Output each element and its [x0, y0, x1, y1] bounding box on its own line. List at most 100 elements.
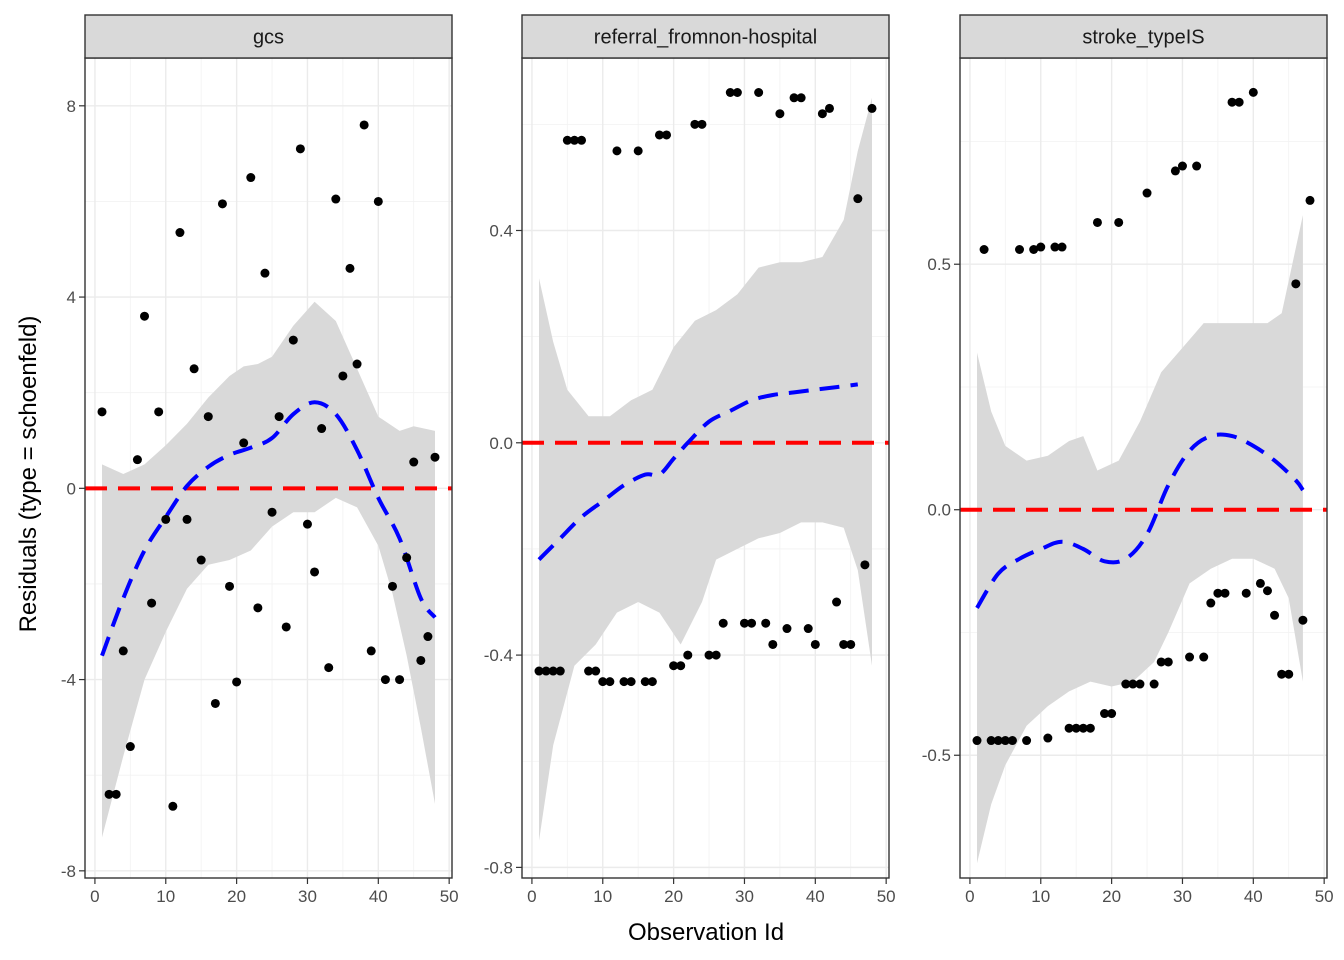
residual-point: [203, 412, 213, 422]
residual-point: [548, 666, 558, 676]
residual-point: [711, 650, 721, 660]
residual-point: [111, 789, 121, 799]
residual-point: [534, 666, 544, 676]
residual-point: [345, 263, 355, 273]
residual-point: [1050, 242, 1060, 252]
residual-point: [1199, 652, 1209, 662]
residual-point: [246, 173, 256, 183]
residual-point: [1100, 709, 1110, 719]
residual-point: [359, 120, 369, 130]
facet-strip: [959, 14, 1328, 59]
residual-point: [423, 632, 433, 642]
x-tick-label: 50: [877, 887, 896, 906]
x-tick-label: 50: [1315, 887, 1334, 906]
residual-point: [210, 698, 220, 708]
residual-point: [1156, 657, 1166, 667]
residual-point: [232, 677, 242, 687]
residual-point: [1298, 615, 1308, 625]
residual-point: [732, 87, 742, 97]
residual-point: [640, 677, 650, 687]
residual-point: [796, 93, 806, 103]
residual-point: [584, 666, 594, 676]
residual-point: [430, 452, 440, 462]
y-tick-label: -0.8: [484, 858, 513, 877]
residual-point: [175, 228, 185, 238]
x-tick-label: 10: [1031, 887, 1050, 906]
residual-point: [775, 109, 785, 119]
residual-point: [725, 87, 735, 97]
residual-point: [1015, 244, 1025, 254]
residual-point: [310, 567, 320, 577]
residual-point: [541, 666, 551, 676]
residual-point: [824, 103, 834, 113]
y-tick-label: 0.5: [927, 255, 951, 274]
residual-point: [1262, 586, 1272, 596]
y-tick-label: 8: [67, 97, 76, 116]
residual-point: [260, 268, 270, 278]
residual-point: [182, 514, 192, 524]
residual-point: [555, 666, 565, 676]
confidence-band: [539, 97, 872, 841]
residual-point: [281, 622, 291, 632]
y-tick-label: 0: [67, 479, 76, 498]
residual-point: [993, 736, 1003, 746]
residual-point: [697, 119, 707, 129]
residual-point: [168, 801, 178, 811]
residual-point: [217, 199, 227, 209]
residual-point: [1078, 723, 1088, 733]
residual-point: [1149, 679, 1159, 689]
residual-point: [302, 519, 312, 529]
x-tick-label: 40: [806, 887, 825, 906]
residual-point: [104, 789, 114, 799]
x-tick-label: 40: [369, 887, 388, 906]
residual-point: [1213, 588, 1223, 598]
residual-point: [253, 603, 263, 613]
y-tick-label: 0.0: [927, 501, 951, 520]
residual-point: [1277, 669, 1287, 679]
residual-point: [577, 135, 587, 145]
x-tick-label: 40: [1244, 887, 1263, 906]
y-tick-label: -0.5: [922, 746, 951, 765]
residual-point: [1029, 244, 1039, 254]
residual-point: [1170, 166, 1180, 176]
residual-point: [979, 244, 989, 254]
y-tick-label: 0.0: [489, 434, 513, 453]
residual-point: [761, 618, 771, 628]
residual-point: [619, 677, 629, 687]
residual-point: [154, 407, 164, 417]
residual-point: [387, 581, 397, 591]
residual-point: [225, 581, 235, 591]
confidence-band: [977, 215, 1303, 864]
residual-point: [1043, 733, 1053, 743]
residual-point: [1085, 723, 1095, 733]
residual-point: [598, 677, 608, 687]
residual-point: [288, 335, 298, 345]
y-tick-label: -0.4: [484, 646, 513, 665]
residual-point: [118, 646, 128, 656]
residual-point: [338, 371, 348, 381]
residual-point: [1284, 669, 1294, 679]
residual-point: [1305, 195, 1315, 205]
residual-point: [1036, 242, 1046, 252]
residual-point: [1185, 652, 1195, 662]
residual-point: [373, 196, 383, 206]
smooth-trend-line: [100, 400, 437, 657]
residual-point: [366, 646, 376, 656]
residual-point: [402, 553, 412, 563]
residual-point: [147, 598, 157, 608]
x-axis-title: Observation Id: [628, 919, 784, 946]
residual-point: [832, 597, 842, 607]
residual-point: [380, 675, 390, 685]
residual-point: [626, 677, 636, 687]
facet-panel-2: referral_fromnon-hospital 0 10 20 30 40 50 -0.8…: [484, 14, 896, 906]
residual-point: [754, 87, 764, 97]
residual-point: [839, 639, 849, 649]
residual-point: [1135, 679, 1145, 689]
residual-point: [972, 736, 982, 746]
residual-point: [1234, 97, 1244, 107]
residual-point: [860, 560, 870, 570]
residual-point: [274, 412, 284, 422]
residual-point: [612, 146, 622, 156]
residual-point: [1007, 736, 1017, 746]
